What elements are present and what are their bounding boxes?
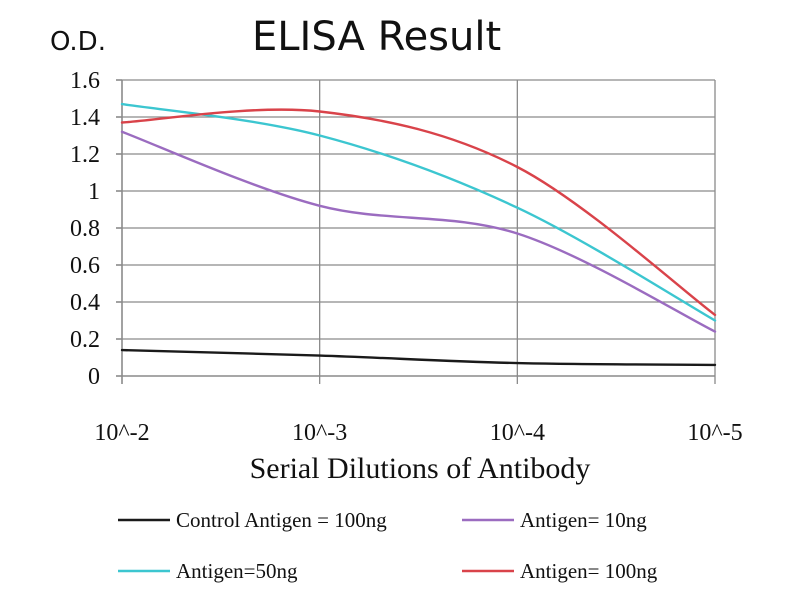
- y-tick-label: 0.4: [70, 290, 100, 316]
- legend-label: Antigen= 10ng: [520, 508, 647, 532]
- y-axis-label: O.D.: [50, 27, 106, 57]
- y-tick-labels: 0 0.2 0.4 0.6 0.8 1 1.2 1.4 1.6: [70, 68, 100, 390]
- series-layer: [120, 102, 717, 367]
- y-tick-label: 1: [88, 179, 100, 205]
- y-tick-label: 1.4: [70, 105, 100, 131]
- legend: Control Antigen = 100ng Antigen= 10ng Anti…: [118, 508, 658, 583]
- x-tick-label: 10^-3: [292, 420, 347, 446]
- x-tick-label: 10^-2: [94, 420, 149, 446]
- y-tick-label: 0.8: [70, 216, 100, 242]
- x-tick-label: 10^-5: [687, 420, 742, 446]
- grid-layer: [116, 79, 716, 384]
- series-line-2: [120, 102, 717, 322]
- chart-title: ELISA Result: [252, 14, 501, 60]
- series-line-0: [120, 348, 717, 367]
- legend-label: Antigen=50ng: [176, 559, 298, 583]
- y-tick-label: 0.2: [70, 327, 100, 353]
- x-tick-labels: 10^-2 10^-3 10^-4 10^-5: [94, 420, 742, 446]
- x-tick-label: 10^-4: [490, 420, 545, 446]
- text-layer: ELISA Result O.D. Serial Dilutions of An…: [50, 14, 590, 485]
- series-line-1: [120, 130, 717, 333]
- y-tick-label: 0: [88, 364, 100, 390]
- series-line-3: [120, 108, 717, 317]
- y-tick-label: 0.6: [70, 253, 100, 279]
- y-tick-label: 1.2: [70, 142, 100, 168]
- x-axis-label: Serial Dilutions of Antibody: [250, 452, 591, 485]
- y-tick-label: 1.6: [70, 68, 100, 94]
- legend-label: Antigen= 100ng: [520, 559, 658, 583]
- legend-label: Control Antigen = 100ng: [176, 508, 387, 532]
